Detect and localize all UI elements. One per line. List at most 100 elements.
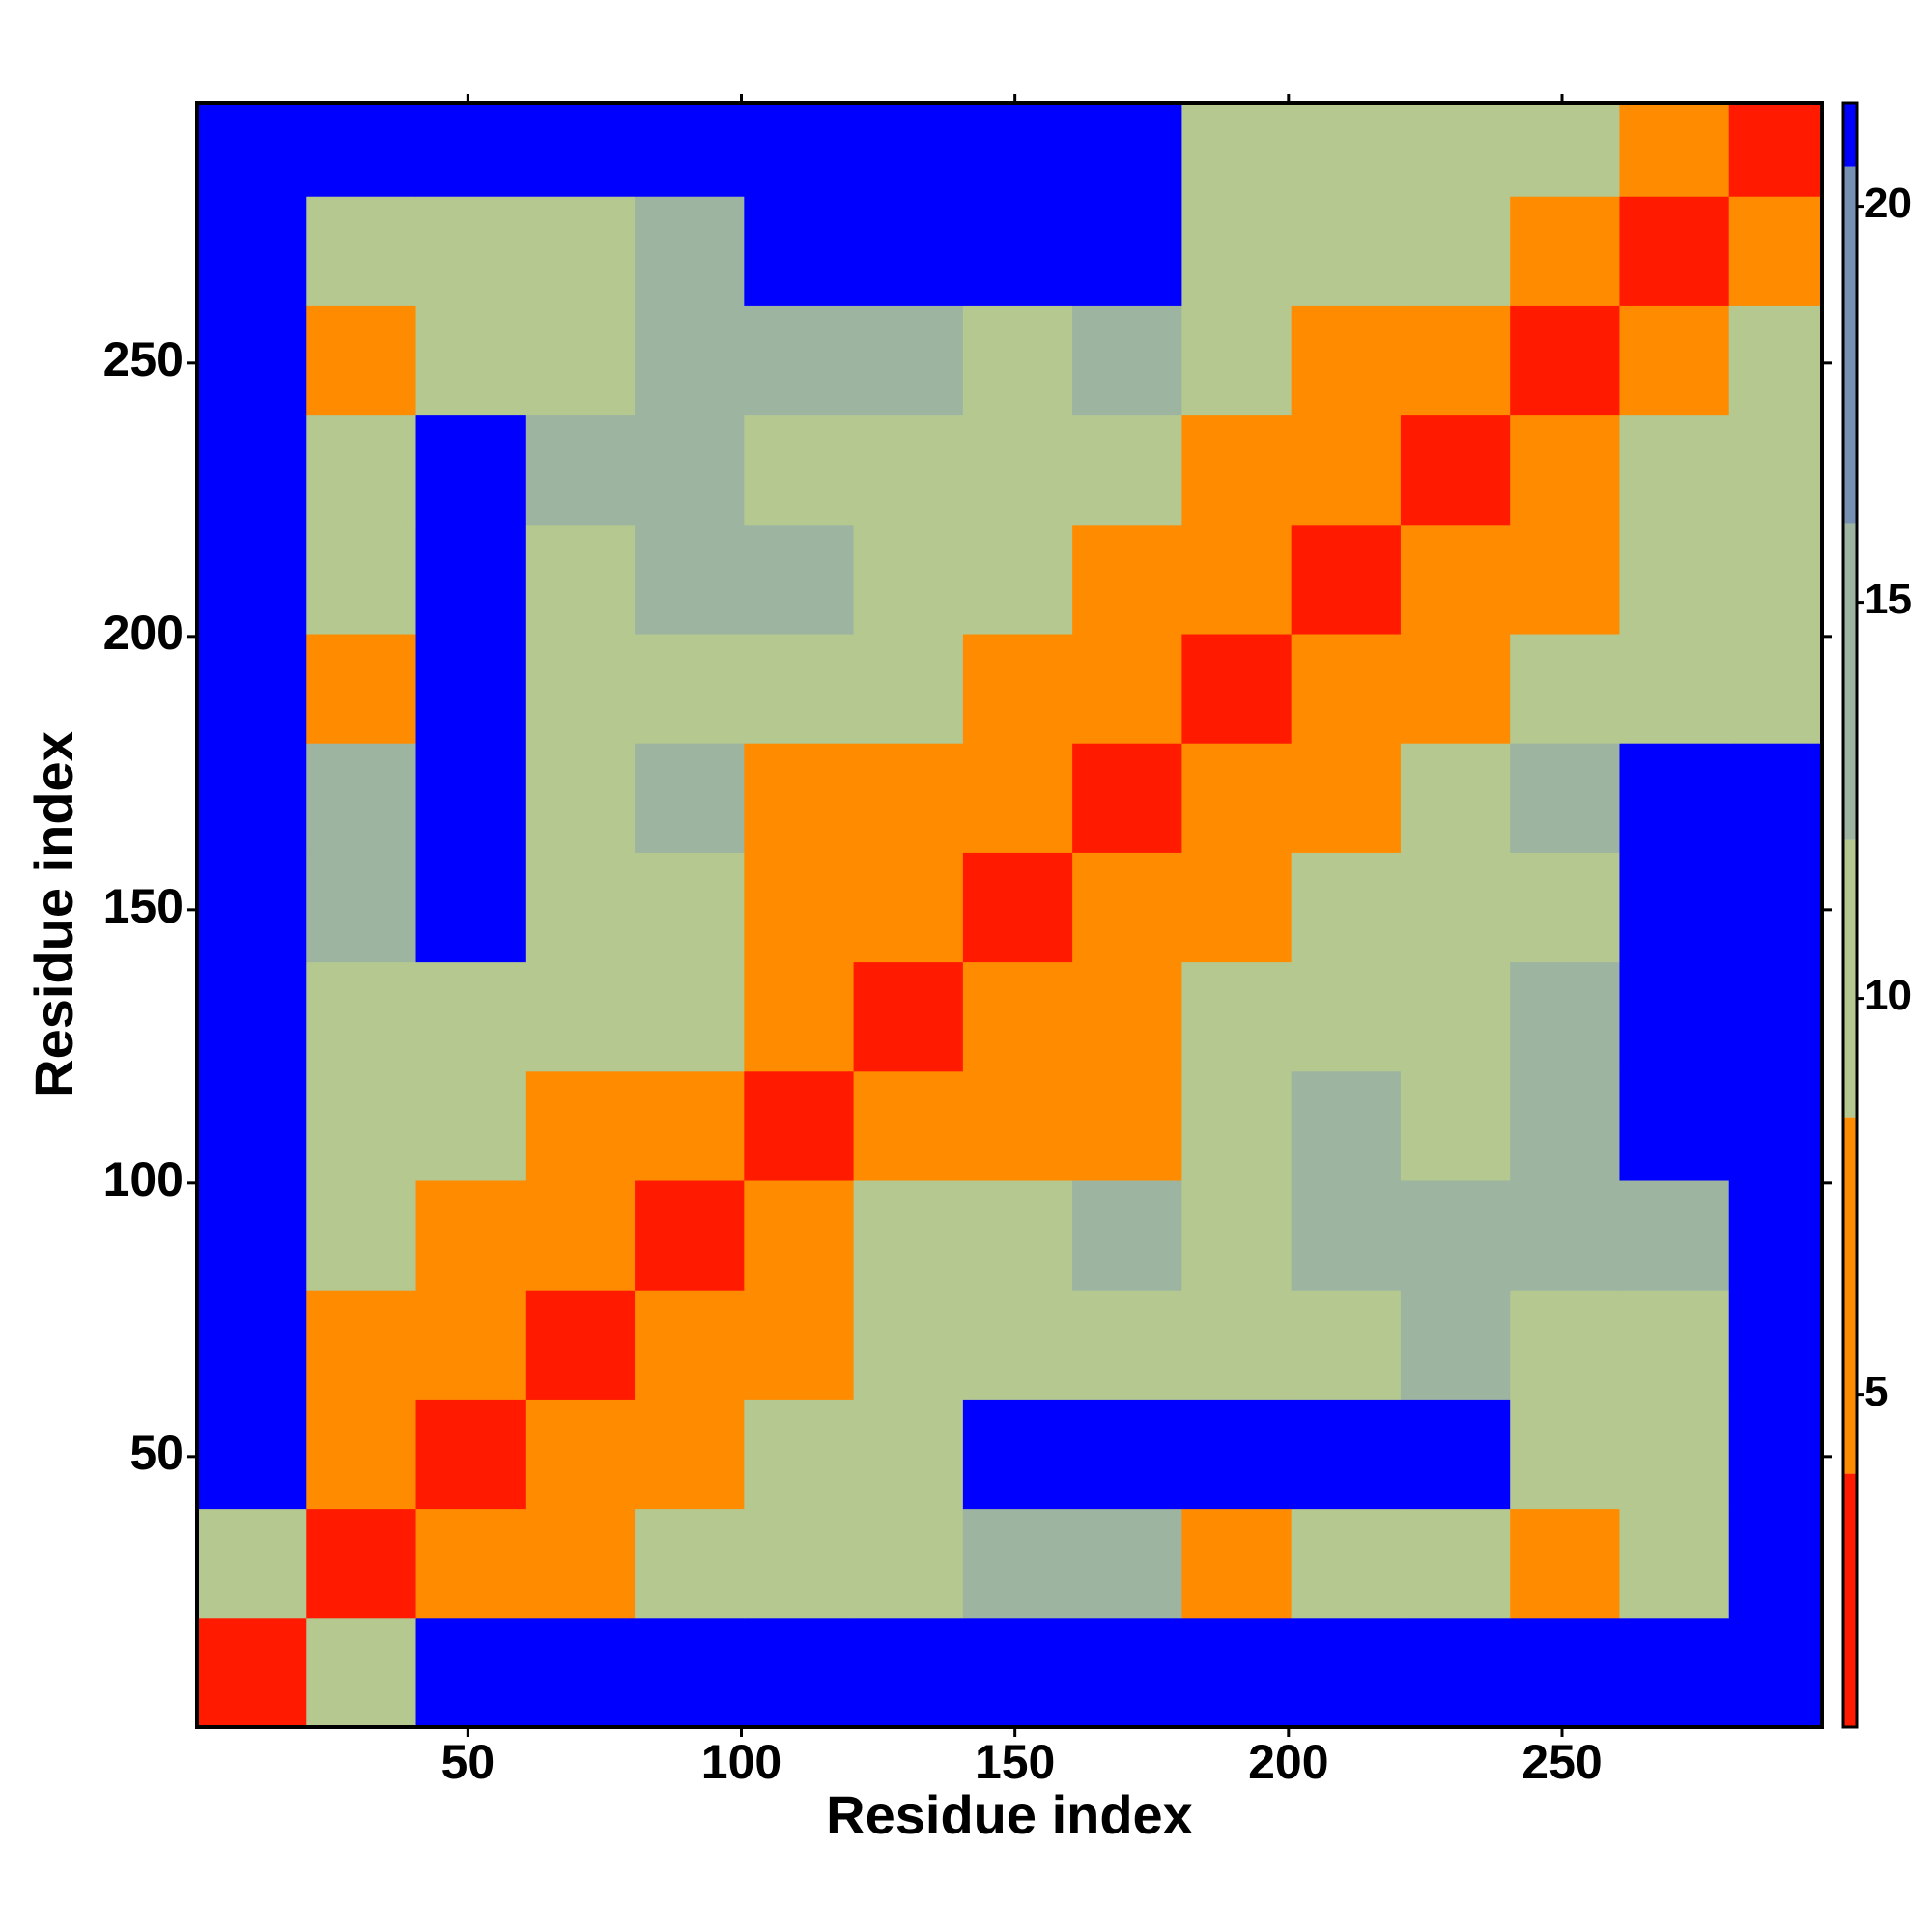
heatmap-cell xyxy=(525,524,636,635)
heatmap-cell xyxy=(1728,852,1823,963)
heatmap-cell xyxy=(415,1180,526,1291)
heatmap-cell xyxy=(1072,743,1182,853)
heatmap-cell xyxy=(1510,305,1620,416)
heatmap-cell xyxy=(1510,634,1620,744)
heatmap-cell xyxy=(415,1290,526,1400)
heatmap-cell xyxy=(853,1617,964,1728)
y-tick-label: 50 xyxy=(129,1426,184,1480)
heatmap-cell xyxy=(306,414,417,526)
heatmap-cell xyxy=(1181,634,1293,744)
heatmap-cell xyxy=(1072,103,1182,197)
heatmap-cell xyxy=(1728,1617,1823,1728)
heatmap-cell xyxy=(1400,196,1511,306)
heatmap-cell xyxy=(1400,1399,1511,1510)
heatmap-cell xyxy=(525,1070,636,1181)
heatmap-cell xyxy=(197,743,307,853)
heatmap-cell xyxy=(1400,414,1511,526)
heatmap-cell xyxy=(1291,1180,1402,1291)
heatmap-cell xyxy=(853,1180,964,1291)
heatmap-cell xyxy=(744,524,855,635)
heatmap-cell xyxy=(1291,196,1402,306)
heatmap-cell xyxy=(306,524,417,635)
colorbar-segment xyxy=(1843,166,1857,524)
heatmap-cell xyxy=(525,103,636,197)
heatmap-cell xyxy=(635,634,745,744)
heatmap-cell xyxy=(1510,1180,1620,1291)
x-tick-label: 150 xyxy=(975,1735,1055,1789)
heatmap-cell xyxy=(1510,1070,1620,1181)
heatmap-cell xyxy=(306,196,417,306)
heatmap-cell xyxy=(306,1290,417,1400)
heatmap-cell xyxy=(635,1617,745,1728)
heatmap-cell xyxy=(962,414,1073,526)
heatmap-cell xyxy=(1728,1290,1823,1400)
heatmap-cell xyxy=(1291,1070,1402,1181)
heatmap-cell xyxy=(197,852,307,963)
heatmap-cell xyxy=(1728,305,1823,416)
colorbar-tick-label: 15 xyxy=(1864,576,1912,623)
x-tick-label: 50 xyxy=(441,1735,496,1789)
heatmap-cell xyxy=(1400,852,1511,963)
heatmap-cell xyxy=(1728,634,1823,744)
heatmap-cell xyxy=(1291,1617,1402,1728)
heatmap-cell xyxy=(1728,961,1823,1072)
y-tick-label: 100 xyxy=(103,1152,184,1207)
heatmap-cell xyxy=(197,1070,307,1181)
heatmap-cell xyxy=(525,1617,636,1728)
heatmap-cell xyxy=(1728,1399,1823,1510)
heatmap-cell xyxy=(635,196,745,306)
heatmap-cell xyxy=(197,414,307,526)
heatmap-cell xyxy=(1400,634,1511,744)
heatmap-cell xyxy=(306,103,417,197)
heatmap-cell xyxy=(197,524,307,635)
heatmap-cell xyxy=(525,414,636,526)
colorbar-frame xyxy=(1841,101,1859,1729)
heatmap-cell xyxy=(1619,305,1730,416)
colorbar-segment xyxy=(1843,103,1857,167)
heatmap-cell xyxy=(1510,1617,1620,1728)
heatmap-cell xyxy=(306,1399,417,1510)
heatmap-cell xyxy=(853,743,964,853)
heatmap-cell xyxy=(1510,196,1620,306)
heatmap-cell xyxy=(962,1180,1073,1291)
heatmap-cell xyxy=(635,852,745,963)
heatmap-cell xyxy=(1619,961,1730,1072)
heatmap-cell xyxy=(1181,196,1293,306)
colorbar-segment xyxy=(1843,1117,1857,1474)
heatmap-cell xyxy=(853,961,964,1072)
heatmap-cell xyxy=(1619,1617,1730,1728)
heatmap-cell xyxy=(1619,852,1730,963)
heatmap-cell xyxy=(1619,1399,1730,1510)
heatmap-cell xyxy=(635,1070,745,1181)
heatmap-cell xyxy=(1181,852,1293,963)
plot-frame xyxy=(195,101,1824,1729)
heatmap-cell xyxy=(853,414,964,526)
heatmap-cell xyxy=(1400,961,1511,1072)
heatmap-cell xyxy=(1181,1617,1293,1728)
heatmap-cell xyxy=(1181,524,1293,635)
heatmap-cell xyxy=(1728,1070,1823,1181)
heatmap-cell xyxy=(525,305,636,416)
heatmap-cell xyxy=(1510,852,1620,963)
heatmap-cell xyxy=(525,743,636,853)
heatmap-cell xyxy=(1400,305,1511,416)
heatmap-cell xyxy=(744,1290,855,1400)
heatmap-cell xyxy=(197,961,307,1072)
heatmap-cell xyxy=(962,196,1073,306)
x-axis-title: Residue index xyxy=(826,1784,1193,1845)
heatmap-cell xyxy=(1291,961,1402,1072)
heatmap-cell xyxy=(744,852,855,963)
heatmap-cell xyxy=(744,1508,855,1619)
heatmap-cell xyxy=(962,1070,1073,1181)
heatmap-cell xyxy=(1400,1180,1511,1291)
heatmap-cell xyxy=(853,852,964,963)
heatmap-cell xyxy=(306,743,417,853)
heatmap-cell xyxy=(525,1290,636,1400)
heatmap-cell xyxy=(415,1508,526,1619)
y-axis-title: Residue index xyxy=(23,731,84,1098)
heatmap-cell xyxy=(853,305,964,416)
heatmap-cell xyxy=(962,743,1073,853)
heatmap-cell xyxy=(1728,414,1823,526)
heatmap-cell xyxy=(744,1617,855,1728)
